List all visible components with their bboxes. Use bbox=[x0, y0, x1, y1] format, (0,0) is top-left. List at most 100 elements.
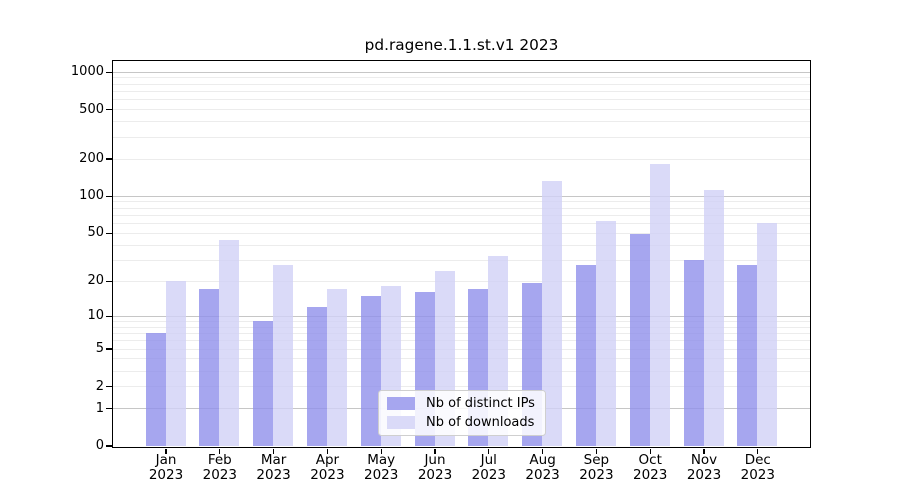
y-gridline-minor bbox=[112, 158, 810, 160]
x-tick-year: 2023 bbox=[364, 467, 399, 483]
y-gridline-minor bbox=[112, 386, 810, 388]
legend-entry-distinct-ips: Nb of distinct IPs bbox=[387, 396, 537, 411]
y-tick-label: 2 bbox=[95, 378, 104, 394]
bar-distinct-ips-apr bbox=[306, 306, 327, 447]
bar-downloads-oct bbox=[649, 164, 670, 447]
legend-swatch-downloads bbox=[387, 416, 415, 429]
y-tick-label: 1 bbox=[95, 400, 104, 416]
x-tick-month: Sep bbox=[583, 451, 610, 468]
y-gridline-major bbox=[112, 71, 810, 73]
y-tick bbox=[106, 280, 112, 282]
y-tick bbox=[106, 71, 112, 73]
x-tick bbox=[757, 448, 759, 454]
y-gridline-minor bbox=[112, 358, 810, 360]
bar-distinct-ips-mar bbox=[253, 320, 274, 447]
x-tick-label: Sep 2023 bbox=[564, 451, 628, 484]
y-tick bbox=[106, 385, 112, 388]
x-tick-label: Feb 2023 bbox=[188, 451, 252, 484]
y-tick-label: 5 bbox=[95, 341, 104, 357]
y-gridline-minor bbox=[112, 348, 810, 350]
x-tick-label: May 2023 bbox=[349, 452, 413, 484]
legend: Nb of distinct IPs Nb of downloads bbox=[378, 390, 546, 436]
y-tick bbox=[106, 445, 112, 447]
x-tick-year: 2023 bbox=[471, 467, 506, 483]
y-tick bbox=[106, 158, 112, 160]
x-tick-label: Mar 2023 bbox=[242, 452, 306, 484]
x-tick-label: Apr 2023 bbox=[295, 451, 359, 484]
x-tick-label: Oct 2023 bbox=[618, 451, 682, 484]
bar-distinct-ips-jan bbox=[145, 333, 166, 447]
y-tick bbox=[106, 195, 112, 197]
y-tick bbox=[106, 315, 112, 317]
x-tick bbox=[326, 448, 329, 454]
y-gridline-minor bbox=[112, 232, 810, 234]
x-tick bbox=[380, 448, 382, 454]
bar-downloads-jan bbox=[165, 280, 186, 447]
x-tick-year: 2023 bbox=[686, 467, 722, 483]
y-tick bbox=[106, 109, 112, 111]
y-tick-label: 200 bbox=[79, 151, 104, 167]
x-tick bbox=[703, 448, 705, 454]
bar-downloads-sep bbox=[595, 221, 616, 447]
bar-distinct-ips-nov bbox=[683, 259, 704, 447]
y-gridline-minor bbox=[112, 333, 810, 334]
bar-distinct-ips-feb bbox=[199, 289, 220, 447]
y-gridline-minor bbox=[112, 326, 810, 328]
x-tick-year: 2023 bbox=[740, 467, 775, 483]
x-tick bbox=[649, 448, 651, 454]
x-tick-month: Jan bbox=[155, 451, 177, 468]
y-gridline-minor bbox=[112, 121, 810, 123]
chart-title: pd.ragene.1.1.st.v1 2023 bbox=[364, 36, 559, 54]
x-tick-label: Nov 2023 bbox=[672, 451, 736, 484]
bar-downloads-apr bbox=[326, 289, 347, 447]
y-gridline-minor bbox=[112, 320, 810, 322]
legend-swatch-distinct-ips bbox=[387, 397, 415, 410]
y-gridline-minor bbox=[112, 214, 810, 216]
y-gridline-major bbox=[112, 315, 810, 317]
x-tick-year: 2023 bbox=[256, 467, 291, 483]
y-gridline-minor bbox=[112, 340, 810, 342]
y-tick-label: 1000 bbox=[70, 64, 104, 80]
y-gridline-minor bbox=[112, 83, 810, 85]
x-tick-year: 2023 bbox=[525, 467, 560, 483]
x-tick-month: Aug bbox=[529, 451, 556, 468]
y-tick-label: 10 bbox=[87, 308, 104, 324]
x-tick-label: Aug 2023 bbox=[511, 451, 575, 484]
y-gridline-minor bbox=[112, 136, 810, 138]
legend-label-downloads: Nb of downloads bbox=[426, 415, 535, 430]
bar-distinct-ips-dec bbox=[737, 265, 758, 447]
y-tick-label: 20 bbox=[87, 273, 104, 289]
x-tick-month: Feb bbox=[207, 451, 232, 468]
bar-downloads-feb bbox=[219, 239, 240, 447]
x-tick bbox=[272, 448, 275, 454]
x-tick-label: Jan 2023 bbox=[134, 451, 198, 484]
x-tick-month: Apr bbox=[315, 451, 340, 468]
y-gridline-minor bbox=[112, 370, 810, 372]
y-gridline-minor bbox=[112, 244, 810, 246]
legend-entry-downloads: Nb of downloads bbox=[387, 415, 537, 430]
x-tick-year: 2023 bbox=[417, 467, 453, 483]
y-tick bbox=[106, 348, 112, 350]
y-gridline-minor bbox=[112, 109, 810, 111]
bar-downloads-mar bbox=[273, 265, 294, 447]
x-tick-label: Dec 2023 bbox=[726, 452, 790, 484]
bar-distinct-ips-may bbox=[360, 295, 381, 447]
bar-downloads-aug bbox=[542, 180, 563, 447]
bar-downloads-dec bbox=[757, 223, 778, 447]
y-gridline-minor bbox=[112, 91, 810, 92]
y-tick bbox=[106, 407, 112, 410]
y-gridline-minor bbox=[112, 280, 810, 282]
y-gridline-minor bbox=[112, 223, 810, 225]
x-tick-year: 2023 bbox=[202, 467, 237, 483]
y-gridline-minor bbox=[112, 201, 810, 203]
x-tick-month: Nov bbox=[690, 451, 718, 468]
legend-label-distinct-ips: Nb of distinct IPs bbox=[426, 396, 535, 411]
bar-downloads-nov bbox=[703, 189, 724, 447]
x-tick-month: Oct bbox=[638, 451, 662, 468]
x-tick bbox=[488, 448, 490, 454]
y-tick-label: 500 bbox=[79, 101, 104, 117]
y-gridline-major bbox=[112, 195, 810, 197]
x-tick-year: 2023 bbox=[633, 467, 668, 483]
y-tick bbox=[106, 232, 112, 234]
x-tick-label: Jul 2023 bbox=[457, 452, 521, 484]
